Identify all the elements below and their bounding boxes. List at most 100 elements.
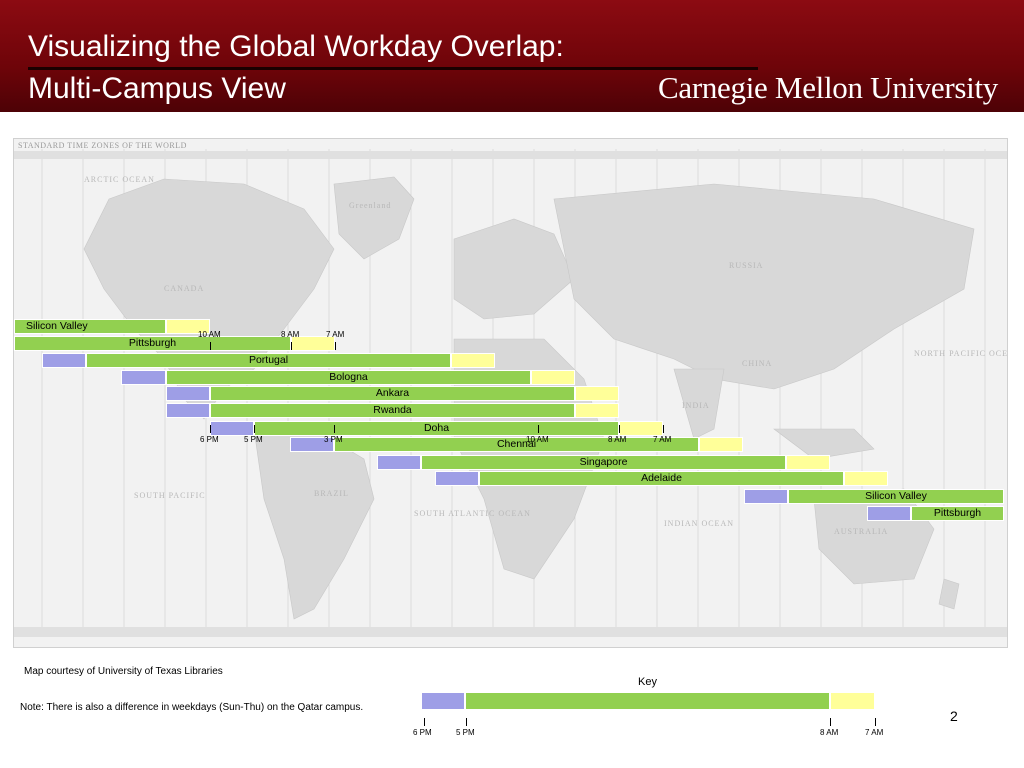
map-label-china: CHINA [742,359,773,368]
tick-mid-10am [538,425,539,433]
campus-bar-row: Ankara [0,386,1024,401]
workday-segment [14,336,291,351]
title-divider [28,67,758,70]
tick-top-8am [291,342,292,350]
key-tick-6pm [424,718,425,726]
key-tick-5pm [466,718,467,726]
before-work-segment [210,421,254,436]
key-title: Key [638,676,657,688]
tick-label-top-7am: 7 AM [326,330,345,339]
map-title: STANDARD TIME ZONES OF THE WORLD [18,141,187,150]
after-work-segment [451,353,495,368]
workday-segment [421,455,786,470]
before-work-segment [290,437,334,452]
map-label-arctic: ARCTIC OCEAN [84,175,155,184]
workday-segment [911,506,1004,521]
campus-bar-row: Portugal [0,353,1024,368]
key-tick-label-6pm: 6 PM [413,728,432,737]
workday-segment [788,489,1004,504]
campus-name: Adelaide [641,472,682,484]
campus-name: Doha [423,422,450,434]
tick-top-10am [210,342,211,350]
key-tick-7am [875,718,876,726]
key-after-work-segment [830,692,875,710]
cmu-logo: Carnegie Mellon University [657,70,998,105]
slide-header: Visualizing the Global Workday Overlap: … [0,0,1024,112]
campus-name: Pittsburgh [933,507,982,519]
slide-title-line-2: Multi-Campus View [28,72,286,105]
tick-label-top-8am: 8 AM [281,330,300,339]
campus-bar-row: Rwanda [0,403,1024,418]
campus-bar-row: Chennai [0,437,1024,452]
campus-bar-row: Adelaide [0,471,1024,486]
before-work-segment [42,353,86,368]
after-work-segment [699,437,743,452]
tick-label-top-10am: 10 AM [198,330,221,339]
campus-name: Rwanda [373,404,412,416]
after-work-segment [166,319,210,334]
tick-label-mid-7am: 7 AM [653,435,672,444]
key-before-work-segment [421,692,465,710]
before-work-segment [166,386,210,401]
workday-segment [14,319,166,334]
after-work-segment [575,403,619,418]
workday-segment [210,403,575,418]
tick-label-mid-3pm: 3 PM [324,435,343,444]
before-work-segment [166,403,210,418]
workday-segment [479,471,844,486]
key-tick-label-5pm: 5 PM [456,728,475,737]
campus-bar-row: Doha [0,421,1024,436]
campus-bar-row: Singapore [0,455,1024,470]
campus-bar-row: Silicon Valley [0,319,1024,334]
key-tick-8am [830,718,831,726]
before-work-segment [377,455,421,470]
tick-mid-3pm [334,425,335,433]
map-label-india: INDIA [682,401,710,410]
key-bar [421,692,875,710]
after-work-segment [531,370,575,385]
workday-segment [166,370,531,385]
after-work-segment [619,421,663,436]
after-work-segment [575,386,619,401]
map-label-south-atlantic: SOUTH ATLANTIC OCEAN [414,509,531,518]
campus-bar-row: Silicon Valley [0,489,1024,504]
tick-mid-6pm [210,425,211,433]
map-label-canada: CANADA [164,284,205,293]
key-workday-segment [465,692,830,710]
map-label-south-pacific: SOUTH PACIFIC [134,491,206,500]
tick-mid-7am [663,425,664,433]
before-work-segment [121,370,166,385]
campus-name: Bologna [329,371,368,383]
page-number: 2 [950,708,958,724]
workday-segment [86,353,451,368]
after-work-segment [844,471,888,486]
workday-segment [210,386,575,401]
key-tick-label-8am: 8 AM [820,728,839,737]
campus-name: Silicon Valley [865,490,927,502]
map-label-australia: AUSTRALIA [834,527,889,536]
tick-label-mid-6pm: 6 PM [200,435,219,444]
key-tick-label-7am: 7 AM [865,728,884,737]
before-work-segment [744,489,788,504]
campus-name: Ankara [375,387,410,399]
campus-name: Silicon Valley [26,320,88,332]
tick-label-mid-8am: 8 AM [608,435,627,444]
before-work-segment [867,506,911,521]
map-credit: Map courtesy of University of Texas Libr… [24,666,223,677]
map-label-north-pacific: NORTH PACIFIC OCEAN [914,349,1008,358]
qatar-weekday-note: Note: There is also a difference in week… [20,702,364,713]
campus-name: Singapore [579,456,628,468]
campus-name: Pittsburgh [128,337,177,349]
workday-segment [334,437,699,452]
campus-bar-row: Pittsburgh [0,506,1024,521]
map-label-brazil: BRAZIL [314,489,349,498]
tick-top-7am [335,342,336,350]
campus-name: Chennai [496,438,537,450]
after-work-segment [786,455,830,470]
campus-bar-row: Bologna [0,370,1024,385]
before-work-segment [435,471,479,486]
map-label-russia: RUSSIA [729,261,764,270]
tick-mid-5pm [254,425,255,433]
tick-mid-8am [619,425,620,433]
map-label-indian-ocean: INDIAN OCEAN [664,519,734,528]
